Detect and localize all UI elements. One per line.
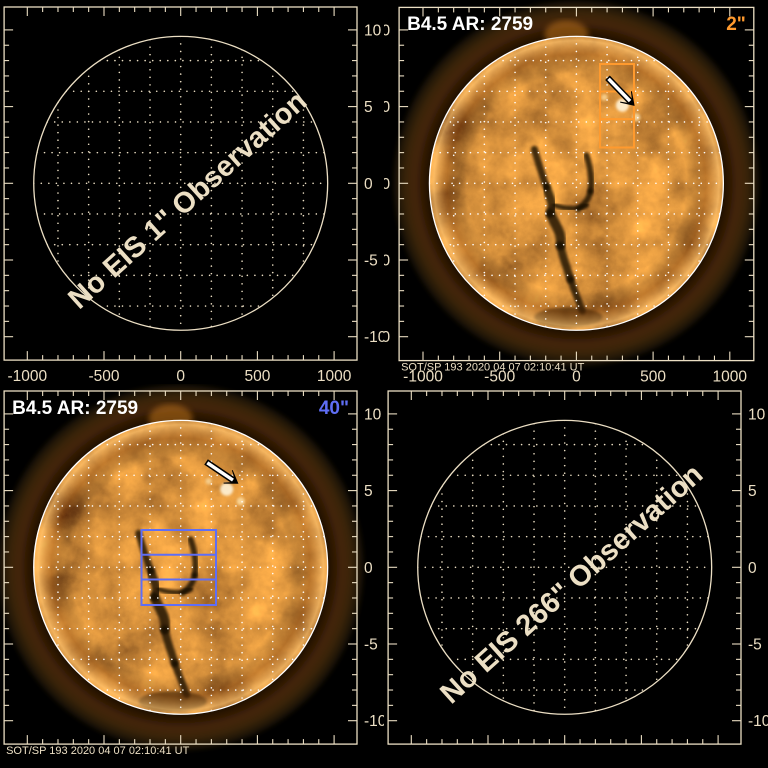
svg-text:5: 5 [748,483,757,500]
svg-text:500: 500 [384,99,390,116]
svg-text:10: 10 [748,406,766,423]
svg-text:-500: -500 [88,368,119,384]
svg-text:0: 0 [748,560,757,577]
svg-text:-10: -10 [364,713,384,730]
svg-text:0: 0 [384,176,390,193]
svg-text:B4.5 AR: 2759: B4.5 AR: 2759 [12,398,138,419]
svg-text:5: 5 [364,99,373,116]
svg-text:-5: -5 [748,637,762,654]
svg-text:-500: -500 [384,253,390,270]
svg-text:No EIS 1" Observation: No EIS 1" Observation [62,85,313,315]
svg-text:10: 10 [364,22,382,39]
svg-text:500: 500 [640,369,666,384]
svg-text:-1000: -1000 [7,368,47,384]
svg-text:500: 500 [244,368,270,384]
svg-text:10: 10 [364,406,382,423]
svg-text:SOT/SP 193 2020 04 07 02:10:: SOT/SP 193 2020 04 07 02:10:41 UT [401,362,585,374]
svg-text:0: 0 [176,368,185,384]
svg-text:1000: 1000 [317,368,352,384]
svg-text:-1000: -1000 [384,329,390,346]
svg-text:1000: 1000 [384,22,390,39]
svg-text:0: 0 [364,560,373,577]
svg-text:-5: -5 [364,637,378,654]
svg-text:2": 2" [726,14,746,35]
svg-text:1000: 1000 [713,369,748,384]
svg-text:-10: -10 [748,713,768,730]
svg-text:5: 5 [364,483,373,500]
svg-text:B4.5 AR: 2759: B4.5 AR: 2759 [407,14,533,35]
svg-text:-5: -5 [364,253,378,270]
svg-text:SOT/SP 193 2020 04 07 02:10:: SOT/SP 193 2020 04 07 02:10:41 UT [6,745,190,757]
svg-text:-10: -10 [364,329,384,346]
svg-text:40": 40" [319,398,349,419]
svg-text:0: 0 [364,176,373,193]
